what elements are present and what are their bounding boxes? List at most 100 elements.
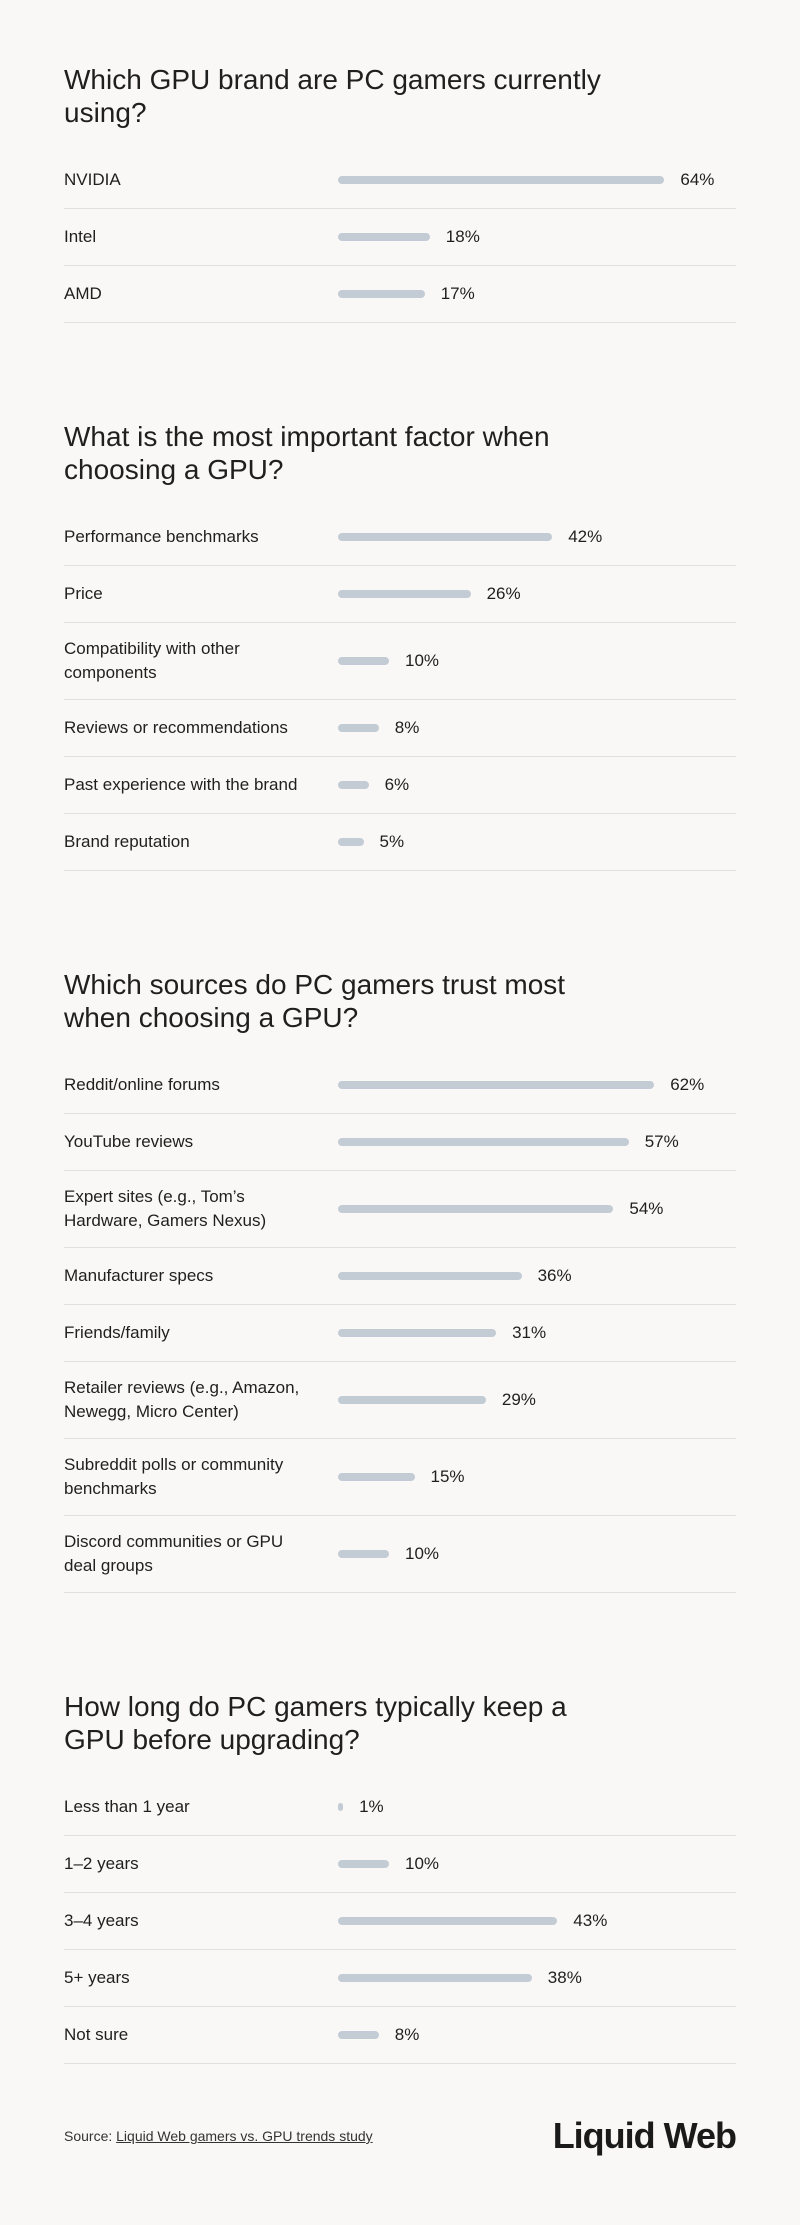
row: Brand reputation 5% xyxy=(64,814,736,871)
row: Reddit/online forums 62% xyxy=(64,1057,736,1114)
value-label: 31% xyxy=(512,1323,547,1342)
category-label: Expert sites (e.g., Tom’s Hardware, Game… xyxy=(64,1187,267,1230)
source-prefix: Source: xyxy=(64,2128,113,2144)
chart-title: How long do PC gamers typically keep a G… xyxy=(64,1691,567,1755)
bar xyxy=(338,1396,486,1404)
chart-section: Which sources do PC gamers trust most wh… xyxy=(64,968,736,1593)
value-label: 8% xyxy=(394,718,420,737)
category-label: Reviews or recommendations xyxy=(64,718,288,737)
value-label: 62% xyxy=(670,1075,705,1094)
footer: Source: Liquid Web gamers vs. GPU trends… xyxy=(64,2115,737,2157)
source: Source: Liquid Web gamers vs. GPU trends… xyxy=(64,2128,373,2144)
category-label: YouTube reviews xyxy=(64,1132,194,1151)
bar xyxy=(338,1860,389,1868)
chart-title: Which sources do PC gamers trust most wh… xyxy=(64,969,566,1033)
category-label: Retailer reviews (e.g., Amazon, Newegg, … xyxy=(64,1378,300,1421)
row: Expert sites (e.g., Tom’s Hardware, Game… xyxy=(64,1171,736,1248)
bar xyxy=(338,1329,497,1337)
category-label: Subreddit polls or community benchmarks xyxy=(64,1455,284,1498)
value-label: 5% xyxy=(379,832,405,851)
bar xyxy=(338,1272,522,1280)
category-label: Performance benchmarks xyxy=(64,527,259,546)
row: 1–2 years 10% xyxy=(64,1836,736,1893)
bar xyxy=(338,290,425,298)
bar xyxy=(338,724,379,732)
category-label: AMD xyxy=(64,284,102,303)
row: Manufacturer specs 36% xyxy=(64,1248,736,1305)
bar xyxy=(338,657,389,665)
row: AMD 17% xyxy=(64,266,736,323)
logo: Liquid Web xyxy=(552,2115,737,2156)
category-label: Discord communities or GPU deal groups xyxy=(64,1532,284,1575)
row: Price 26% xyxy=(64,566,736,623)
chart-section: What is the most important factor when c… xyxy=(64,420,736,871)
row: Compatibility with other components 10% xyxy=(64,623,736,700)
value-label: 64% xyxy=(680,170,715,189)
bar xyxy=(338,1205,614,1213)
source-link[interactable]: Liquid Web gamers vs. GPU trends study xyxy=(116,2128,373,2144)
category-label: Reddit/online forums xyxy=(64,1075,220,1094)
category-label: Compatibility with other components xyxy=(64,639,240,682)
value-label: 29% xyxy=(501,1390,536,1409)
value-label: 10% xyxy=(405,1544,440,1563)
value-label: 10% xyxy=(405,1854,440,1873)
row: NVIDIA 64% xyxy=(64,152,736,209)
charts: Which GPU brand are PC gamers currently … xyxy=(64,63,736,2161)
row: Reviews or recommendations 8% xyxy=(64,700,736,757)
row: Intel 18% xyxy=(64,209,736,266)
bar xyxy=(338,1803,344,1811)
category-label: Intel xyxy=(64,227,97,246)
bar xyxy=(338,590,471,598)
row: Retailer reviews (e.g., Amazon, Newegg, … xyxy=(64,1362,736,1439)
category-label: 1–2 years xyxy=(64,1854,139,1873)
value-label: 17% xyxy=(440,284,475,303)
chart-section: Which GPU brand are PC gamers currently … xyxy=(64,63,736,323)
value-label: 38% xyxy=(547,1968,582,1987)
value-label: 42% xyxy=(568,527,603,546)
bar xyxy=(338,2031,379,2039)
row: Less than 1 year 1% xyxy=(64,1779,736,1836)
value-label: 10% xyxy=(405,651,440,670)
category-label: NVIDIA xyxy=(64,170,121,189)
bar xyxy=(338,1917,558,1925)
value-label: 43% xyxy=(573,1911,608,1930)
category-label: Less than 1 year xyxy=(64,1797,190,1816)
row: Subreddit polls or community benchmarks 1… xyxy=(64,1439,736,1516)
row: YouTube reviews 57% xyxy=(64,1114,736,1171)
row: Friends/family 31% xyxy=(64,1305,736,1362)
value-label: 26% xyxy=(486,584,521,603)
value-label: 8% xyxy=(394,2025,420,2044)
chart-section: How long do PC gamers typically keep a G… xyxy=(64,1690,736,2064)
category-label: 5+ years xyxy=(64,1968,130,1987)
bar xyxy=(338,533,553,541)
category-label: Price xyxy=(64,584,103,603)
bar xyxy=(338,233,430,241)
value-label: 54% xyxy=(629,1199,664,1218)
bar xyxy=(338,781,369,789)
chart-title: What is the most important factor when c… xyxy=(64,421,550,485)
bar xyxy=(338,838,364,846)
category-label: Manufacturer specs xyxy=(64,1266,214,1285)
value-label: 1% xyxy=(359,1797,384,1816)
bar xyxy=(338,1974,532,1982)
chart-title: Which GPU brand are PC gamers currently … xyxy=(64,64,601,128)
category-label: Brand reputation xyxy=(64,832,190,851)
category-label: Past experience with the brand xyxy=(64,775,298,794)
row: 5+ years 38% xyxy=(64,1950,736,2007)
category-label: 3–4 years xyxy=(64,1911,139,1930)
bar xyxy=(338,1473,415,1481)
value-label: 36% xyxy=(537,1266,572,1285)
bar xyxy=(338,176,665,184)
row: Past experience with the brand 6% xyxy=(64,757,736,814)
category-label: Not sure xyxy=(64,2025,129,2044)
value-label: 18% xyxy=(445,227,480,246)
category-label: Friends/family xyxy=(64,1323,170,1342)
row: 3–4 years 43% xyxy=(64,1893,736,1950)
row: Discord communities or GPU deal groups 10… xyxy=(64,1516,736,1593)
row: Performance benchmarks 42% xyxy=(64,509,736,566)
value-label: 15% xyxy=(430,1467,465,1486)
bar xyxy=(338,1550,389,1558)
bar xyxy=(338,1138,629,1146)
value-label: 57% xyxy=(644,1132,679,1151)
